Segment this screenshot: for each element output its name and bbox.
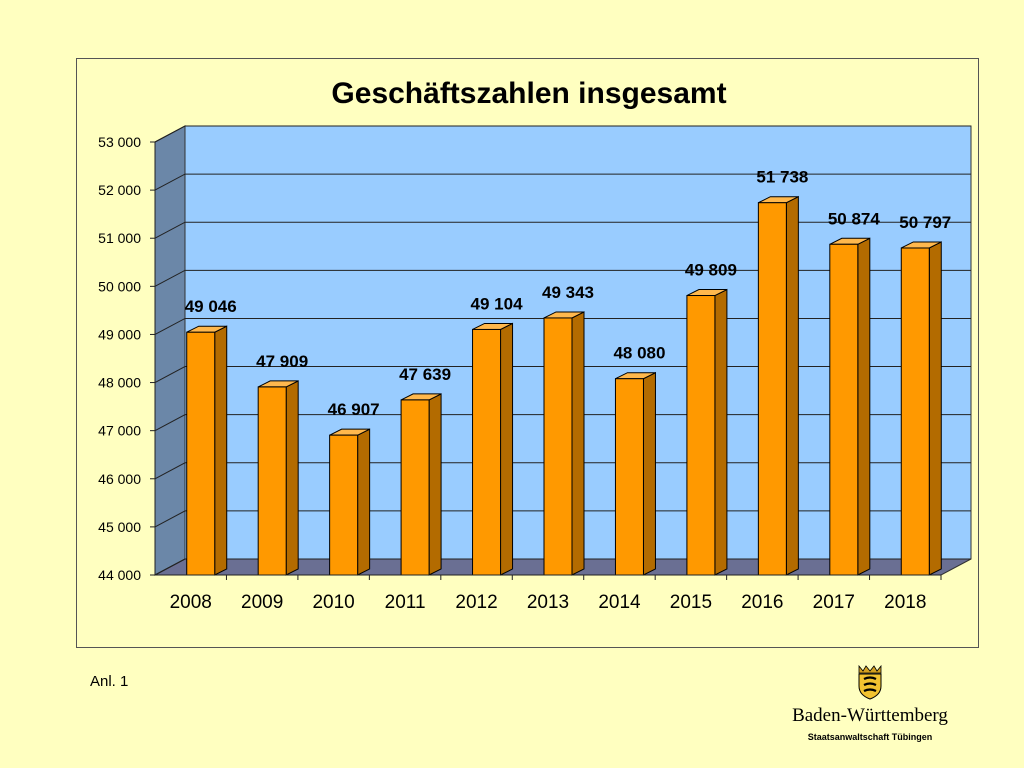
coat-of-arms-icon	[858, 664, 882, 700]
y-tick-label: 44 000	[98, 567, 141, 583]
bar-side	[357, 428, 371, 576]
bar-2015	[686, 288, 728, 576]
bar-front	[900, 247, 930, 576]
x-tick-label: 2013	[527, 592, 569, 613]
brand-name: Baden-Württemberg	[792, 705, 948, 726]
bar-chart: Geschäftszahlen insgesamt 44 000 45 000 46…	[98, 77, 972, 613]
bar-side	[571, 311, 585, 576]
bar-front	[686, 295, 716, 576]
grid-line	[154, 173, 971, 191]
x-tick-label: 2012	[455, 592, 497, 613]
bar-front	[829, 243, 859, 576]
data-label: 49 104	[471, 294, 524, 313]
y-tick-label: 51 000	[98, 230, 141, 246]
grid-line	[154, 221, 971, 239]
x-tick-label: 2009	[241, 592, 283, 613]
annotation-label: Anl. 1	[90, 673, 129, 690]
bar-side	[928, 241, 942, 576]
footer-logo: Baden-Württemberg Staatsanwaltschaft Tüb…	[790, 664, 950, 744]
bar-front	[472, 328, 502, 576]
data-label: 49 046	[185, 297, 237, 316]
data-label: 50 797	[899, 213, 951, 232]
bar-front	[186, 331, 216, 576]
organization-name: Staatsanwaltschaft Tübingen	[807, 732, 933, 742]
data-label: 50 874	[828, 209, 881, 228]
x-tick-label: 2016	[741, 592, 783, 613]
y-tick-label: 48 000	[98, 375, 141, 391]
bar-side	[785, 195, 799, 576]
grid-line	[154, 269, 971, 287]
bar-front	[757, 202, 787, 576]
bar-side	[428, 393, 442, 576]
y-tick-label: 52 000	[98, 182, 141, 198]
y-tick-label: 50 000	[98, 278, 141, 294]
bar-2017	[829, 237, 871, 576]
data-label: 46 907	[328, 400, 380, 419]
x-tick-label: 2008	[170, 592, 212, 613]
x-tick-label: 2010	[312, 592, 354, 613]
bar-2009	[257, 380, 299, 576]
x-tick-label: 2018	[884, 592, 926, 613]
data-label: 48 080	[613, 344, 665, 363]
bar-2014	[614, 371, 656, 576]
x-tick-label: 2014	[598, 592, 641, 613]
bar-side	[714, 288, 728, 576]
plot-side-wall	[154, 125, 186, 576]
bar-front	[543, 317, 573, 576]
y-tick-label: 53 000	[98, 134, 141, 150]
bar-side	[857, 237, 871, 576]
x-tick-label: 2017	[813, 592, 855, 613]
bar-side	[214, 325, 228, 576]
bar-side	[500, 322, 514, 576]
data-label: 49 809	[685, 261, 737, 280]
grid-line	[154, 125, 971, 143]
bar-front	[329, 434, 359, 576]
data-label: 47 909	[256, 352, 308, 371]
x-axis-labels: 2008 2009 2010 2011 2012 2013 2014 2015 2016 2017…	[155, 574, 942, 613]
y-axis-ticks: 44 000 45 000 46 000 47 000 48 000 49 000 50 0…	[98, 134, 156, 583]
bars: 49 046 47 909 46 907 47 639 49 104 49 343 48 0…	[185, 168, 951, 576]
y-tick-label: 47 000	[98, 423, 141, 439]
bar-2016	[757, 195, 799, 576]
bar-2012	[472, 322, 514, 576]
bar-2018	[900, 241, 942, 576]
bar-side	[285, 380, 299, 576]
x-tick-label: 2011	[385, 592, 426, 613]
x-tick-label: 2015	[670, 592, 712, 613]
chart-title: Geschäftszahlen insgesamt	[331, 77, 726, 110]
bar-2008	[186, 325, 228, 576]
y-tick-label: 45 000	[98, 519, 141, 535]
data-label: 47 639	[399, 365, 451, 384]
bar-side	[642, 371, 656, 576]
y-tick-label: 46 000	[98, 471, 141, 487]
data-label: 51 738	[756, 168, 808, 187]
chart-frame: Geschäftszahlen insgesamt 44 000 45 000 46…	[76, 58, 979, 648]
bar-2013	[543, 311, 585, 576]
bar-front	[257, 386, 287, 576]
bar-front	[614, 378, 644, 576]
data-label: 49 343	[542, 283, 594, 302]
bar-front	[400, 399, 430, 576]
bar-2010	[329, 428, 371, 576]
bar-2011	[400, 393, 442, 576]
y-tick-label: 49 000	[98, 326, 141, 342]
